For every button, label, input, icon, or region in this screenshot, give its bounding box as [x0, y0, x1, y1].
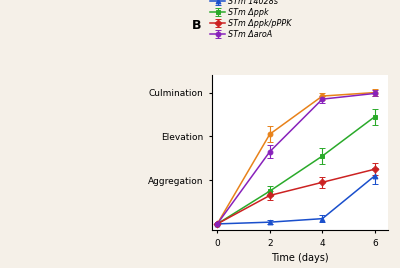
- Text: B: B: [192, 19, 202, 32]
- X-axis label: Time (days): Time (days): [271, 253, 329, 263]
- Legend: Ec B/r, STm 14028s, STm Δppk, STm Δppk/pPPK, STm ΔaroA: Ec B/r, STm 14028s, STm Δppk, STm Δppk/p…: [207, 0, 295, 42]
